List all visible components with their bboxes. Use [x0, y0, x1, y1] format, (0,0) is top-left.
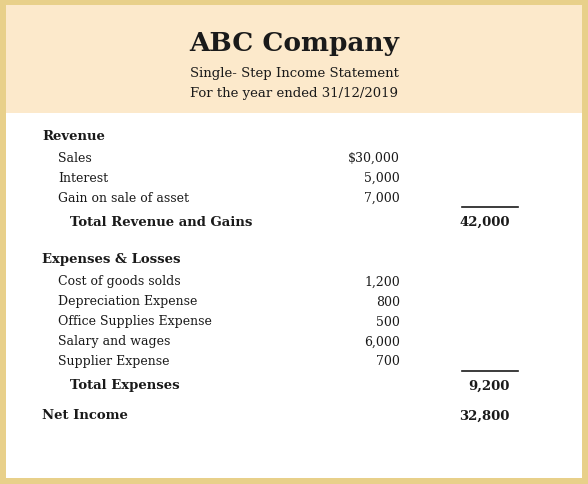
- Text: Revenue: Revenue: [42, 129, 105, 142]
- Text: Single- Step Income Statement: Single- Step Income Statement: [189, 66, 399, 79]
- Bar: [6, 6, 582, 114]
- Text: Total Revenue and Gains: Total Revenue and Gains: [70, 215, 252, 228]
- Text: 7,000: 7,000: [364, 191, 400, 204]
- Text: 1,200: 1,200: [364, 275, 400, 288]
- Text: $30,000: $30,000: [348, 151, 400, 164]
- Text: Supplier Expense: Supplier Expense: [58, 355, 169, 368]
- Text: 42,000: 42,000: [459, 215, 510, 228]
- Text: 6,000: 6,000: [364, 335, 400, 348]
- Text: 800: 800: [376, 295, 400, 308]
- Text: Sales: Sales: [58, 151, 92, 164]
- Text: Expenses & Losses: Expenses & Losses: [42, 253, 181, 266]
- Text: 500: 500: [376, 315, 400, 328]
- Text: Cost of goods solds: Cost of goods solds: [58, 275, 181, 288]
- Text: Salary and wages: Salary and wages: [58, 335, 171, 348]
- Text: 32,800: 32,800: [460, 408, 510, 422]
- Text: Total Expenses: Total Expenses: [70, 378, 179, 392]
- Text: ABC Company: ABC Company: [189, 31, 399, 56]
- Text: 9,200: 9,200: [469, 378, 510, 392]
- Bar: [6, 114, 582, 478]
- Text: 700: 700: [376, 355, 400, 368]
- Text: Depreciation Expense: Depreciation Expense: [58, 295, 198, 308]
- Text: Office Supplies Expense: Office Supplies Expense: [58, 315, 212, 328]
- Text: Interest: Interest: [58, 171, 108, 184]
- Text: Gain on sale of asset: Gain on sale of asset: [58, 191, 189, 204]
- Text: Net Income: Net Income: [42, 408, 128, 422]
- Text: For the year ended 31/12/2019: For the year ended 31/12/2019: [190, 86, 398, 99]
- Text: 5,000: 5,000: [364, 171, 400, 184]
